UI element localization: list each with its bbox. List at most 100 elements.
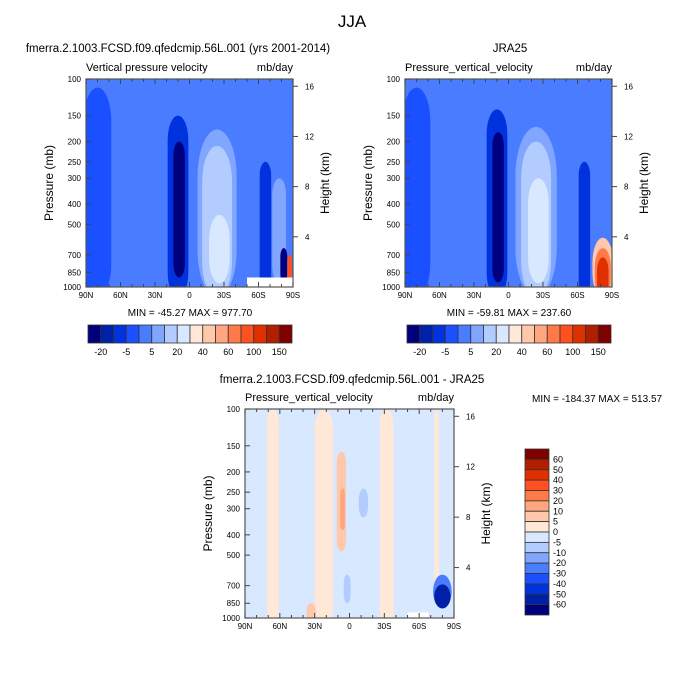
field-background [405,79,612,287]
colorbar-box [524,531,550,543]
colorbar-label: 5 [468,347,473,357]
colorbar-label: 100 [565,347,580,357]
y-tick-label: 150 [227,442,241,451]
colorbar-label: -5 [122,347,130,357]
colorbar-box [202,324,216,344]
colorbar-label: -5 [441,347,449,357]
y-tick-label: 1000 [222,614,240,623]
colorbar-box [419,324,433,344]
colorbar-box [534,324,548,344]
variable-label: Vertical pressure velocity [86,62,208,74]
colorbar-label: -5 [553,537,561,547]
y-tick-label: 400 [68,200,82,209]
colorbar-box [278,324,293,344]
colorbar-box [113,324,127,344]
colorbar-box [524,510,550,523]
y-tick-label: 500 [68,220,82,229]
colorbar-box [585,324,599,344]
y-tick-label: 200 [68,138,82,147]
colorbar-box [406,324,421,344]
x-tick-label: 90S [605,291,619,300]
y-right-axis-label: Height (km) [637,152,651,214]
y-tick-label: 500 [387,220,401,229]
contour-region [379,409,394,618]
panel-3: fmerra.2.1003.FCSD.f09.qfedcmip.56L.001 … [201,374,663,631]
colorbar-box [457,324,472,344]
contour-region [597,257,609,287]
contour-region [259,161,272,287]
colorbar-box [253,324,267,344]
colorbar-label: 60 [223,347,233,357]
x-tick-label: 60S [251,291,265,300]
variable-label: Pressure_vertical_velocity [405,62,533,74]
x-tick-label: 90N [79,291,94,300]
y-tick-label: 200 [387,138,401,147]
colorbar-box [444,324,459,344]
x-tick-label: 0 [187,291,192,300]
colorbar-box [524,604,550,616]
y-tick-label: 250 [227,488,241,497]
colorbar-label: 30 [553,486,563,496]
y-right-tick-label: 4 [305,233,310,242]
y-tick-label: 700 [387,251,401,260]
contour-region [340,488,345,531]
colorbar-box [432,324,446,344]
y-right-tick-label: 4 [466,564,471,573]
contour-region [578,161,591,287]
contour-region [358,488,369,518]
y-right-tick-label: 16 [466,412,475,421]
y-tick-label: 850 [68,268,82,277]
colorbar-box [597,324,612,344]
y-right-axis-label: Height (km) [479,482,493,544]
colorbar-label: -20 [94,347,107,357]
colorbar-box [189,324,204,344]
colorbar-box [100,324,114,344]
x-tick-label: 30S [377,622,391,631]
contour-field [245,409,454,618]
colorbar-label: 20 [491,347,501,357]
colorbar-box [227,324,242,344]
contour-region [434,584,451,609]
x-tick-label: 60N [432,291,447,300]
missing-data [407,612,429,618]
x-tick-label: 90N [238,622,253,631]
contour-region [173,141,185,278]
colorbar-label: -60 [553,600,566,610]
y-tick-label: 700 [68,251,82,260]
y-tick-label: 300 [227,505,241,514]
colorbar-label: 40 [198,347,208,357]
x-tick-label: 0 [347,622,352,631]
contour-region [405,87,431,287]
colorbar-box [524,469,550,481]
colorbar: -20 -5 5 20 40 60 100 150 [406,324,612,357]
y-right-tick-label: 4 [624,233,629,242]
y-tick-label: 100 [68,75,82,84]
colorbar-box [470,324,484,344]
colorbar-box [524,593,550,606]
variable-label: Pressure_vertical_velocity [245,392,373,404]
panel-2: JRA25 Pressure_vertical_velocity mb/day 90N… [361,43,651,357]
y-tick-label: 1000 [63,283,81,292]
colorbar-label: -20 [413,347,426,357]
colorbar-box [495,324,510,344]
colorbar-box [546,324,561,344]
y-axis-label: Pressure (mb) [361,145,375,221]
colorbar-label: 5 [553,517,558,527]
y-tick-label: 250 [387,158,401,167]
colorbar-label: 150 [591,347,606,357]
colorbar-label: 0 [553,527,558,537]
y-tick-label: 850 [387,268,401,277]
missing-data [247,277,293,287]
colorbar-label: -40 [553,579,566,589]
min-max-stats: MIN = -184.37 MAX = 513.57 [532,394,663,405]
x-tick-label: 60S [412,622,426,631]
y-right-tick-label: 16 [624,82,633,91]
colorbar-label: -30 [553,569,566,579]
x-tick-label: 60N [272,622,287,631]
y-axis-label: Pressure (mb) [42,145,56,221]
colorbar-label: 100 [246,347,261,357]
y-tick-label: 500 [227,551,241,560]
contour-region [86,87,112,287]
min-max-stats: MIN = -59.81 MAX = 237.60 [447,308,572,319]
y-right-tick-label: 12 [305,132,314,141]
